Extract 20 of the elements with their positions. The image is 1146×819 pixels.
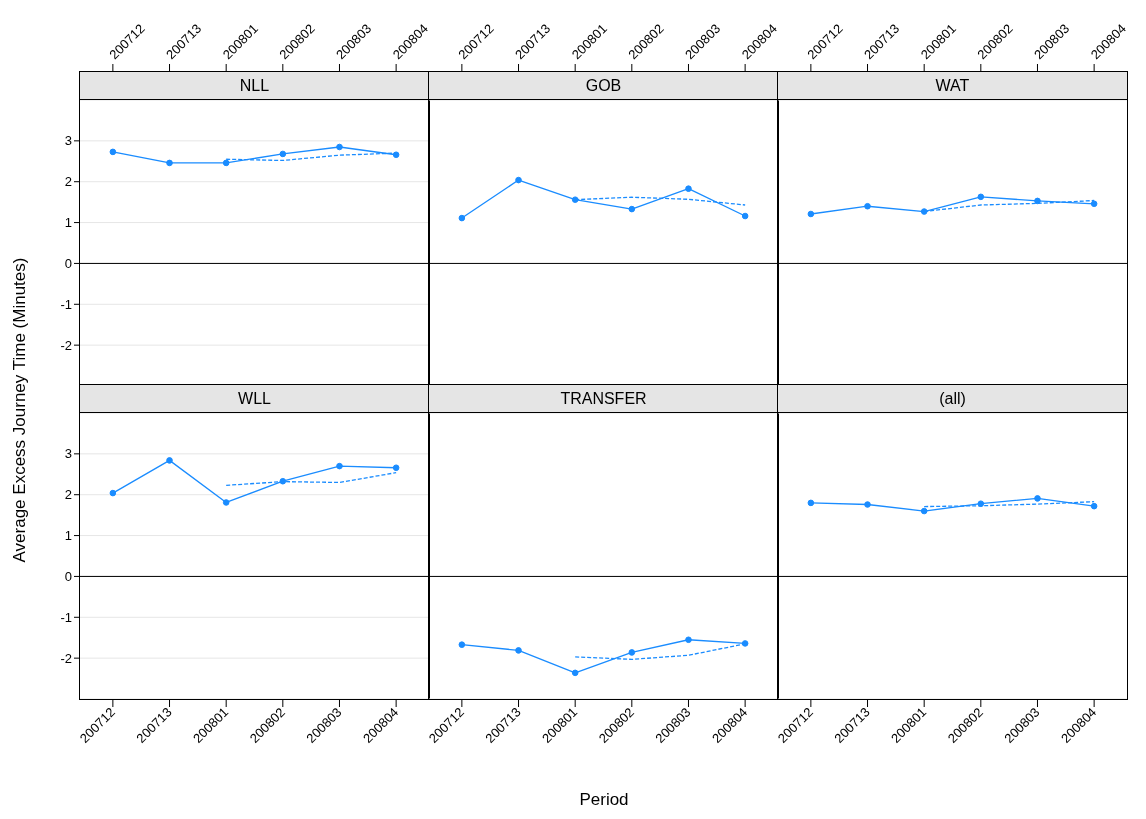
y-tick-label: 1 (64, 528, 72, 544)
chart-title: WAT (778, 72, 1127, 100)
chart-title: TRANSFER (429, 385, 778, 413)
y-tick-label: 3 (64, 446, 72, 462)
y-tick-label: 1 (64, 215, 72, 231)
chart-title: WLL (80, 385, 429, 413)
chart-title: NLL (80, 72, 429, 100)
y-tick-label: 2 (64, 174, 72, 190)
y-tick-label: -1 (60, 609, 72, 625)
chart-title: GOB (429, 72, 778, 100)
y-axis-title: Average Excess Journey Time (Minutes) (10, 256, 30, 565)
y-tick-label: 0 (64, 256, 72, 272)
x-axis-title: Period (578, 790, 630, 810)
chart-title: (all) (778, 385, 1127, 413)
y-tick-label: 2 (64, 487, 72, 503)
y-tick-label: -1 (60, 296, 72, 312)
y-tick-label: 0 (64, 569, 72, 585)
y-tick-label: -2 (60, 337, 72, 353)
y-tick-label: -2 (60, 650, 72, 666)
y-tick-label: 3 (64, 133, 72, 149)
